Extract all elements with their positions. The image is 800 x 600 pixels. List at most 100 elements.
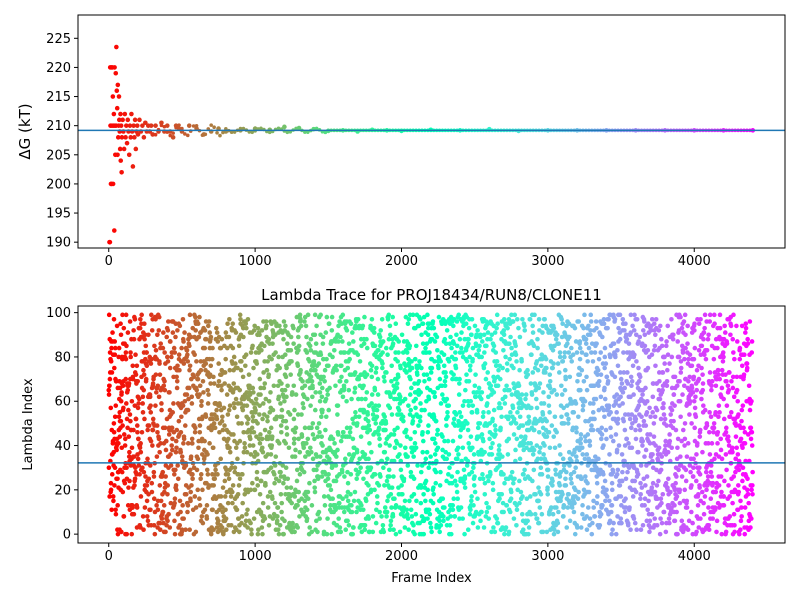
lambda-point (522, 441, 527, 446)
lambda-point (228, 494, 234, 499)
lambda-point (682, 443, 687, 448)
lambda-point (739, 418, 744, 424)
lambda-point (734, 445, 739, 451)
lambda-point (305, 396, 310, 402)
lambda-point (742, 441, 748, 446)
lambda-point (702, 352, 707, 358)
lambda-point (161, 503, 167, 508)
delta-g-point (110, 181, 116, 187)
lambda-point (669, 407, 675, 413)
lambda-point (718, 436, 724, 442)
lambda-point (260, 500, 266, 506)
lambda-point (216, 507, 222, 513)
lambda-point (339, 363, 344, 369)
lambda-point (635, 472, 641, 477)
lambda-point (496, 367, 501, 373)
lambda-point (641, 476, 647, 482)
lambda-point (312, 407, 318, 413)
lambda-point (413, 511, 419, 517)
lambda-point (721, 503, 727, 508)
lambda-point (374, 507, 379, 513)
lambda-point (226, 436, 231, 442)
lambda-point (497, 496, 502, 502)
lambda-point (218, 345, 224, 351)
lambda-point (355, 352, 361, 358)
lambda-point (415, 372, 420, 377)
lambda-point (360, 507, 366, 513)
lambda-point (634, 316, 640, 322)
lambda-point (458, 414, 464, 420)
lambda-point (718, 447, 724, 453)
lambda-point (425, 325, 431, 331)
lambda-point (149, 356, 154, 362)
lambda-point (400, 491, 405, 497)
lambda-point (124, 531, 130, 537)
lambda-point (696, 491, 701, 497)
lambda-point (714, 518, 720, 524)
lambda-point (319, 434, 325, 439)
lambda-point (673, 427, 679, 433)
lambda-point (602, 385, 607, 391)
lambda-point (367, 529, 372, 535)
lambda-point (139, 429, 145, 435)
lambda-point (466, 336, 471, 342)
lambda-point (113, 345, 118, 351)
lambda-point (652, 343, 658, 349)
lambda-point (738, 527, 743, 533)
lambda-point (444, 328, 450, 333)
lambda-point (749, 429, 755, 435)
lambda-point (151, 496, 157, 502)
lambda-point (170, 330, 176, 335)
lambda-point (241, 334, 246, 340)
lambda-point (106, 392, 112, 397)
lambda-point (229, 465, 234, 470)
lambda-point (107, 494, 112, 499)
lambda-point (301, 509, 307, 515)
lambda-point (339, 321, 344, 327)
lambda-point (353, 414, 358, 420)
lambda-point (587, 401, 593, 406)
lambda-point (300, 379, 305, 384)
lambda-point (284, 365, 289, 371)
lambda-point (189, 436, 195, 442)
delta-g-point (117, 146, 123, 152)
lambda-point (468, 398, 474, 404)
lambda-point (227, 367, 233, 373)
lambda-point (115, 503, 120, 508)
lambda-point (236, 516, 242, 521)
lambda-plot-frame (77, 305, 786, 544)
lambda-point (717, 410, 722, 415)
lambda-point (597, 472, 602, 477)
lambda-point (639, 485, 645, 490)
lambda-point (287, 412, 293, 417)
lambda-point (131, 427, 136, 433)
lambda-point (569, 505, 575, 510)
lambda-point (454, 319, 460, 324)
lambda-point (185, 503, 191, 508)
lambda-point (730, 449, 735, 455)
lambda-point (664, 339, 669, 344)
lambda-point (743, 325, 749, 331)
lambda-point (683, 345, 688, 351)
lambda-point (373, 370, 379, 375)
lambda-point (530, 330, 536, 335)
lambda-point (302, 319, 307, 324)
lambda-point (236, 472, 241, 477)
lambda-point (346, 522, 352, 528)
lambda-point (679, 343, 685, 349)
lambda-point (592, 416, 597, 422)
lambda-point (317, 454, 323, 459)
lambda-point (567, 374, 573, 380)
lambda-point (162, 350, 167, 355)
lambda-point (377, 443, 383, 448)
delta-g-point (148, 123, 154, 128)
lambda-point (431, 491, 436, 497)
lambda-point (424, 341, 430, 346)
lambda-point (443, 449, 448, 455)
lambda-point (228, 522, 234, 528)
lambda-point (421, 491, 426, 497)
lambda-point (124, 465, 129, 470)
lambda-point (358, 465, 363, 470)
lambda-point (254, 469, 260, 475)
lambda-point (182, 330, 187, 335)
